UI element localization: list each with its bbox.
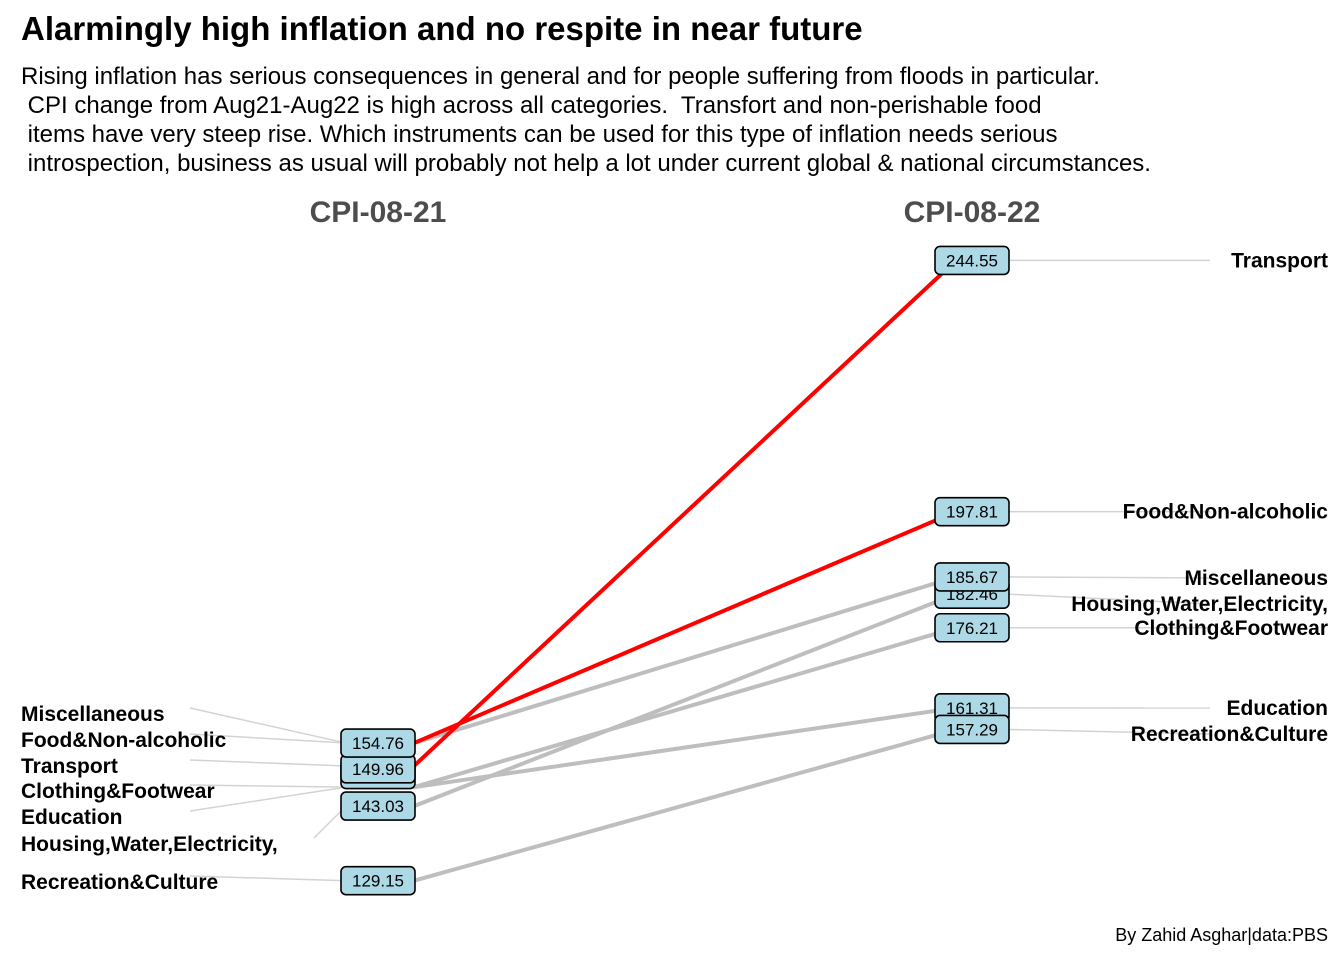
left-label-housing-water-electricity: Housing,Water,Electricity,	[21, 833, 278, 856]
left-value-149-96-text: 149.96	[352, 760, 404, 779]
left-label-recreation-culture: Recreation&Culture	[21, 871, 218, 894]
right-value-157-29-text: 157.29	[946, 720, 998, 739]
slope-line-food-non-alcoholic	[412, 509, 958, 746]
right-value-176-21-text: 176.21	[946, 619, 998, 638]
right-label-recreation-culture: Recreation&Culture	[1131, 723, 1328, 746]
right-label-food-non-alcoholic: Food&Non-alcoholic	[1123, 501, 1329, 524]
right-label-housing-water-electricity: Housing,Water,Electricity,	[1071, 593, 1328, 616]
left-label-clothing-footwear: Clothing&Footwear	[21, 780, 215, 803]
right-value-176-21-box	[934, 612, 1010, 643]
right-value-185-67: 185.67	[934, 562, 1010, 592]
left-value-143-03-box	[340, 791, 416, 821]
right-label-miscellaneous: Miscellaneous	[1184, 567, 1328, 590]
left-connector-clothing-footwear	[189, 784, 347, 788]
left-value-143-03-text: 143.03	[352, 797, 404, 816]
left-value-154-76: 154.76	[340, 728, 416, 758]
right-value-244-55-box	[934, 245, 1010, 276]
right-value-185-67-text: 185.67	[946, 568, 998, 587]
slope-line-housing-water-electricity	[412, 592, 958, 809]
left-value-149-96: 149.96	[340, 754, 416, 784]
chart-title: Alarmingly high inflation and no respite…	[21, 10, 863, 47]
slope-line-recreation-culture	[412, 727, 958, 883]
left-connector-recreation-culture	[189, 875, 347, 882]
left-value-154-76-text: 154.76	[352, 734, 404, 753]
left-connector-food-non-alcoholic	[189, 733, 347, 744]
right-label-clothing-footwear: Clothing&Footwear	[1134, 617, 1328, 640]
right-value-244-55-text: 244.55	[946, 251, 998, 270]
left-value-143-03: 143.03	[340, 791, 416, 821]
left-connector-transport	[189, 759, 347, 767]
slope-line-transport	[412, 258, 958, 768]
left-value-129-15: 129.15	[340, 865, 416, 896]
right-connector-recreation-culture	[1007, 728, 1211, 735]
right-value-244-55: 244.55	[934, 245, 1010, 276]
left-connector-miscellaneous	[189, 707, 347, 744]
right-value-197-81: 197.81	[934, 496, 1010, 527]
slope-line-miscellaneous	[412, 574, 958, 746]
column-header-cpi-08-21: CPI-08-21	[310, 196, 447, 229]
chart-subtitle: Rising inflation has serious consequence…	[21, 63, 1151, 177]
left-label-food-non-alcoholic: Food&Non-alcoholic	[21, 729, 227, 752]
left-connector-education	[189, 786, 347, 812]
slope-line-clothing-footwear	[412, 625, 958, 790]
right-label-education: Education	[1226, 697, 1328, 720]
right-value-161-31-text: 161.31	[946, 699, 998, 718]
right-label-transport: Transport	[1231, 249, 1328, 272]
right-value-157-29: 157.29	[934, 714, 1010, 745]
left-label-transport: Transport	[21, 755, 118, 778]
right-value-185-67-box	[934, 562, 1010, 592]
right-value-157-29-box	[934, 714, 1010, 745]
right-value-176-21: 176.21	[934, 612, 1010, 643]
chart-caption: By Zahid Asghar|data:PBS	[1115, 925, 1328, 945]
right-connector-miscellaneous	[1007, 576, 1211, 579]
left-value-154-76-box	[340, 728, 416, 758]
right-connector-housing-water-electricity	[1007, 593, 1211, 605]
left-value-129-15-box	[340, 865, 416, 896]
column-header-cpi-08-22: CPI-08-22	[904, 196, 1041, 229]
right-value-197-81-text: 197.81	[946, 503, 998, 522]
slope-line-education	[412, 705, 958, 790]
right-value-197-81-box	[934, 496, 1010, 527]
left-label-miscellaneous: Miscellaneous	[21, 703, 165, 726]
left-label-education: Education	[21, 806, 123, 829]
left-value-129-15-text: 129.15	[352, 872, 404, 891]
